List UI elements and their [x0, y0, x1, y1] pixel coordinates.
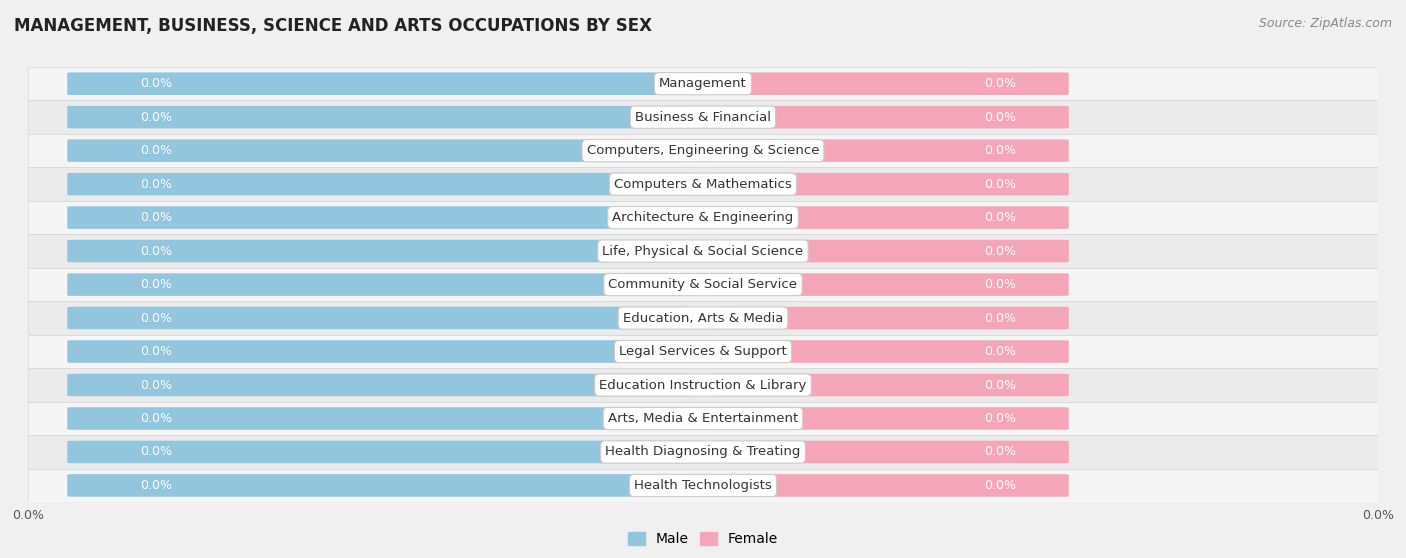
Text: 0.0%: 0.0%: [984, 211, 1017, 224]
Bar: [28, 469, 1378, 502]
Bar: [28, 134, 1378, 167]
FancyBboxPatch shape: [716, 240, 1069, 262]
Text: 0.0%: 0.0%: [984, 244, 1017, 258]
Text: 0.0%: 0.0%: [141, 345, 173, 358]
Text: 0.0%: 0.0%: [984, 479, 1017, 492]
Bar: [28, 67, 1378, 100]
Text: 0.0%: 0.0%: [141, 278, 173, 291]
Text: 0.0%: 0.0%: [141, 412, 173, 425]
FancyBboxPatch shape: [67, 140, 690, 162]
FancyBboxPatch shape: [716, 474, 1069, 497]
Text: 0.0%: 0.0%: [141, 77, 173, 90]
Text: Health Technologists: Health Technologists: [634, 479, 772, 492]
Bar: [28, 167, 1378, 201]
FancyBboxPatch shape: [716, 307, 1069, 329]
FancyBboxPatch shape: [67, 441, 690, 463]
FancyBboxPatch shape: [67, 273, 690, 296]
Bar: [28, 335, 1378, 368]
Bar: [28, 100, 1378, 134]
Text: 0.0%: 0.0%: [141, 479, 173, 492]
Text: MANAGEMENT, BUSINESS, SCIENCE AND ARTS OCCUPATIONS BY SEX: MANAGEMENT, BUSINESS, SCIENCE AND ARTS O…: [14, 17, 652, 35]
Legend: Male, Female: Male, Female: [623, 527, 783, 552]
FancyBboxPatch shape: [67, 106, 690, 128]
FancyBboxPatch shape: [67, 240, 690, 262]
Text: Education, Arts & Media: Education, Arts & Media: [623, 311, 783, 325]
Text: 0.0%: 0.0%: [141, 177, 173, 191]
Text: 0.0%: 0.0%: [984, 177, 1017, 191]
Text: 0.0%: 0.0%: [141, 110, 173, 124]
FancyBboxPatch shape: [716, 73, 1069, 95]
FancyBboxPatch shape: [67, 374, 690, 396]
Text: Business & Financial: Business & Financial: [636, 110, 770, 124]
Text: Computers & Mathematics: Computers & Mathematics: [614, 177, 792, 191]
Text: Architecture & Engineering: Architecture & Engineering: [613, 211, 793, 224]
Text: 0.0%: 0.0%: [984, 311, 1017, 325]
Bar: [28, 268, 1378, 301]
FancyBboxPatch shape: [716, 106, 1069, 128]
FancyBboxPatch shape: [716, 273, 1069, 296]
Bar: [28, 301, 1378, 335]
Text: Arts, Media & Entertainment: Arts, Media & Entertainment: [607, 412, 799, 425]
FancyBboxPatch shape: [716, 206, 1069, 229]
FancyBboxPatch shape: [67, 474, 690, 497]
Bar: [28, 402, 1378, 435]
FancyBboxPatch shape: [67, 173, 690, 195]
Text: 0.0%: 0.0%: [141, 378, 173, 392]
Text: 0.0%: 0.0%: [984, 144, 1017, 157]
FancyBboxPatch shape: [716, 374, 1069, 396]
Text: 0.0%: 0.0%: [141, 144, 173, 157]
FancyBboxPatch shape: [716, 441, 1069, 463]
Text: 0.0%: 0.0%: [141, 445, 173, 459]
FancyBboxPatch shape: [716, 173, 1069, 195]
Bar: [28, 201, 1378, 234]
FancyBboxPatch shape: [716, 140, 1069, 162]
Bar: [28, 368, 1378, 402]
Text: Life, Physical & Social Science: Life, Physical & Social Science: [602, 244, 804, 258]
Text: 0.0%: 0.0%: [984, 412, 1017, 425]
FancyBboxPatch shape: [716, 340, 1069, 363]
FancyBboxPatch shape: [67, 340, 690, 363]
Text: Legal Services & Support: Legal Services & Support: [619, 345, 787, 358]
Text: Community & Social Service: Community & Social Service: [609, 278, 797, 291]
Text: 0.0%: 0.0%: [141, 244, 173, 258]
Text: 0.0%: 0.0%: [984, 345, 1017, 358]
FancyBboxPatch shape: [716, 407, 1069, 430]
Text: 0.0%: 0.0%: [984, 445, 1017, 459]
Bar: [28, 234, 1378, 268]
Text: 0.0%: 0.0%: [141, 311, 173, 325]
Text: Education Instruction & Library: Education Instruction & Library: [599, 378, 807, 392]
Text: 0.0%: 0.0%: [984, 110, 1017, 124]
FancyBboxPatch shape: [67, 407, 690, 430]
Text: 0.0%: 0.0%: [141, 211, 173, 224]
Text: 0.0%: 0.0%: [984, 278, 1017, 291]
Text: Source: ZipAtlas.com: Source: ZipAtlas.com: [1258, 17, 1392, 30]
Text: 0.0%: 0.0%: [984, 77, 1017, 90]
FancyBboxPatch shape: [67, 206, 690, 229]
Text: Computers, Engineering & Science: Computers, Engineering & Science: [586, 144, 820, 157]
Bar: [28, 435, 1378, 469]
FancyBboxPatch shape: [67, 307, 690, 329]
Text: Health Diagnosing & Treating: Health Diagnosing & Treating: [606, 445, 800, 459]
FancyBboxPatch shape: [67, 73, 690, 95]
Text: 0.0%: 0.0%: [984, 378, 1017, 392]
Text: Management: Management: [659, 77, 747, 90]
